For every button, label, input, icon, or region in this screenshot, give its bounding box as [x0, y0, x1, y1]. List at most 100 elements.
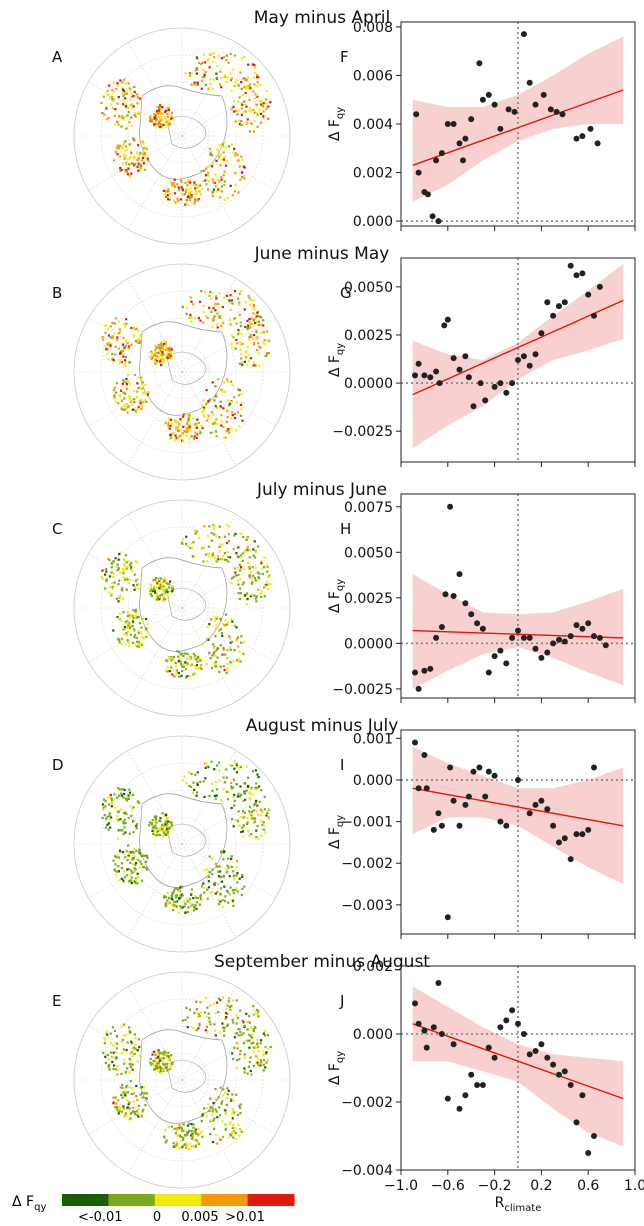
map-pixel — [204, 315, 207, 318]
map-pixel — [159, 829, 162, 832]
map-pixel — [248, 1046, 251, 1049]
map-pixel — [124, 403, 127, 406]
map-pixel — [170, 821, 173, 824]
map-pixel — [168, 658, 171, 661]
map-pixel — [116, 837, 119, 840]
map-pixel — [211, 654, 214, 657]
map-pixel — [180, 653, 183, 656]
data-point — [579, 133, 586, 140]
map-pixel — [225, 1103, 228, 1106]
map-pixel — [177, 189, 180, 193]
map-pixel — [224, 558, 227, 561]
map-pixel — [241, 171, 244, 174]
map-pixel — [217, 54, 220, 57]
map-pixel — [237, 810, 240, 813]
map-pixel — [136, 1098, 139, 1101]
map-pixel — [133, 401, 136, 404]
map-pixel — [121, 1083, 124, 1087]
map-pixel — [133, 390, 136, 393]
map-pixel — [251, 322, 254, 325]
map-pixel — [181, 1019, 184, 1022]
y-tick-label: 0.000 — [353, 773, 393, 789]
map-meridian-line — [127, 750, 183, 845]
map-pixel — [112, 859, 115, 862]
map-pixel — [205, 183, 208, 186]
map-pixel — [128, 1071, 131, 1074]
map-pixel — [265, 90, 268, 93]
map-pixel — [160, 107, 163, 110]
map-pixel — [120, 168, 123, 171]
map-pixel — [240, 332, 243, 335]
map-pixel — [207, 886, 211, 889]
map-pixel — [169, 180, 172, 183]
data-point — [538, 654, 545, 661]
map-pixel — [253, 1050, 256, 1053]
map-pixel — [165, 343, 168, 346]
data-point — [462, 135, 469, 142]
map-pixel — [159, 115, 162, 118]
map-pixel — [171, 183, 174, 186]
map-pixel — [216, 656, 219, 659]
map-pixel — [130, 399, 133, 402]
map-pixel — [258, 800, 261, 803]
map-pixel — [267, 807, 270, 810]
map-pixel — [116, 814, 119, 818]
data-point — [424, 191, 431, 198]
map-pixel — [167, 350, 170, 353]
map-pixel — [173, 675, 176, 678]
map-pixel — [155, 110, 159, 113]
map-pixel — [236, 160, 239, 163]
map-pixel — [215, 422, 218, 425]
map-pixel — [213, 661, 216, 664]
map-pixel — [253, 594, 256, 597]
map-pixel — [238, 650, 241, 653]
map-meridian-line — [181, 843, 237, 938]
map-pixel — [125, 567, 128, 570]
map-pixel — [129, 805, 132, 808]
map-pixel — [179, 660, 182, 663]
map-pixel — [141, 1086, 144, 1089]
map-pixel — [201, 898, 204, 901]
map-pixel — [166, 115, 169, 119]
map-pixel — [126, 411, 129, 414]
map-pixel — [188, 426, 191, 429]
map-pixel — [238, 340, 241, 344]
map-pixel — [204, 70, 207, 74]
map-pixel — [124, 115, 127, 118]
map-pixel — [249, 86, 252, 90]
map-pixel — [172, 199, 176, 202]
map-pixel — [232, 891, 235, 895]
map-pixel — [132, 1046, 135, 1049]
map-pixel — [196, 418, 199, 421]
y-axis-label: Δ Fqy — [327, 1051, 346, 1085]
map-pixel — [182, 1136, 185, 1140]
map-pixel — [259, 346, 262, 349]
map-pixel — [122, 94, 125, 97]
map-pixel — [121, 1096, 124, 1099]
map-pixel — [219, 153, 222, 156]
data-point — [585, 620, 592, 627]
map-pixel — [155, 346, 158, 349]
map-pixel — [203, 415, 206, 418]
map-pixel — [184, 72, 187, 75]
map-pixel — [170, 895, 173, 898]
map-pixel — [231, 1110, 234, 1113]
map-pixel — [215, 185, 218, 188]
map-pixel — [185, 1131, 189, 1134]
map-pixel — [215, 76, 218, 79]
map-pixel — [234, 183, 237, 186]
map-pixel — [249, 106, 252, 109]
map-pixel — [219, 619, 222, 622]
map-pixel — [209, 78, 212, 81]
map-pixel — [110, 805, 113, 808]
map-pixel — [123, 1023, 126, 1026]
map-pixel — [123, 380, 126, 383]
map-meridian-line — [181, 607, 276, 663]
map-pixel — [247, 326, 250, 330]
map-pixel — [255, 328, 258, 332]
map-pixel — [255, 330, 258, 334]
map-pixel — [207, 414, 210, 417]
map-pixel — [122, 355, 125, 358]
data-point — [561, 835, 568, 842]
